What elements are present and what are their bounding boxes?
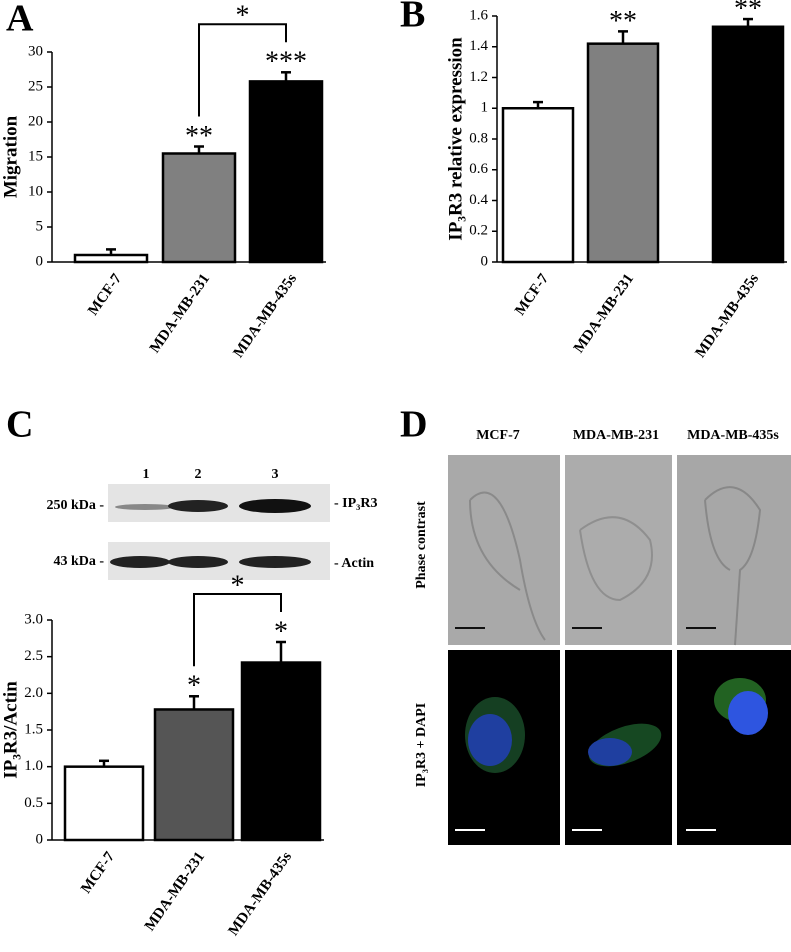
y-tick-label: 0 bbox=[36, 831, 44, 847]
x-tick-label: MDA-MB-231 bbox=[571, 271, 637, 356]
panel-letter: A bbox=[6, 0, 34, 40]
blot-band bbox=[115, 504, 175, 510]
panel-letter: B bbox=[400, 0, 425, 36]
y-tick-label: 0.2 bbox=[469, 223, 488, 239]
y-axis-label: Migration bbox=[0, 115, 21, 198]
column-label: MDA-MB-231 bbox=[573, 428, 659, 443]
lane-label: 3 bbox=[272, 467, 279, 482]
bar bbox=[711, 25, 785, 264]
bar bbox=[501, 107, 575, 264]
x-tick-label: MCF-7 bbox=[512, 271, 552, 319]
y-tick-label: 0 bbox=[481, 253, 489, 269]
y-tick-label: 30 bbox=[28, 43, 43, 59]
y-tick-label: 25 bbox=[28, 78, 43, 94]
bar bbox=[240, 661, 322, 842]
significance: ** bbox=[734, 0, 762, 24]
microscopy-panel: D MCF-7 MDA-MB-231 MDA-MB-435s Phase con… bbox=[400, 404, 791, 845]
y-tick-label: 0.8 bbox=[469, 130, 488, 146]
column-label: MDA-MB-435s bbox=[687, 428, 779, 443]
lane-label: 2 bbox=[195, 467, 202, 482]
significance: * bbox=[187, 671, 201, 702]
significance: ** bbox=[609, 6, 637, 37]
y-tick-label: 5 bbox=[36, 218, 44, 234]
blot-band bbox=[168, 556, 228, 568]
blot-band bbox=[110, 556, 170, 568]
bracket-label: * bbox=[236, 1, 250, 32]
blot-band bbox=[168, 500, 228, 512]
x-tick-label: MDA-MB-435s bbox=[226, 849, 296, 939]
y-axis-label: IP₃R3/Actin bbox=[0, 681, 21, 779]
y-tick-label: 0.5 bbox=[24, 795, 43, 811]
x-tick-label: MDA-MB-435s bbox=[231, 271, 301, 361]
y-tick-label: 1.0 bbox=[24, 758, 43, 774]
x-tick-label: MCF-7 bbox=[85, 271, 125, 319]
blot-protein: - IP₃R3 bbox=[334, 496, 377, 511]
bar bbox=[586, 42, 660, 264]
bar bbox=[73, 253, 149, 264]
significance-bracket bbox=[198, 23, 287, 117]
blot-size: 43 kDa - bbox=[53, 554, 104, 569]
y-axis-label: IP₃R3 relative expression bbox=[445, 37, 466, 241]
cell-outline bbox=[704, 486, 762, 646]
y-tick-label: 2.5 bbox=[24, 648, 43, 664]
row-label: IP₃R3 + DAPI bbox=[414, 703, 429, 788]
y-tick-label: 10 bbox=[28, 183, 43, 199]
y-tick-label: 0.4 bbox=[469, 192, 488, 208]
lane-label: 1 bbox=[143, 467, 150, 482]
blot-size: 250 kDa - bbox=[46, 498, 104, 513]
significance: ** bbox=[185, 121, 213, 152]
blot-protein: - Actin bbox=[334, 556, 374, 571]
bar bbox=[63, 765, 145, 842]
blot-band bbox=[239, 556, 311, 568]
bracket-label: * bbox=[231, 570, 245, 601]
bar bbox=[161, 152, 237, 264]
x-tick-label: MCF-7 bbox=[78, 849, 118, 897]
phase-image bbox=[448, 455, 560, 645]
x-tick-label: MDA-MB-231 bbox=[147, 271, 213, 356]
significance: *** bbox=[265, 47, 307, 78]
y-tick-label: 15 bbox=[28, 148, 43, 164]
y-tick-label: 1.6 bbox=[469, 7, 488, 23]
y-tick-label: 1 bbox=[481, 100, 489, 116]
nucleus bbox=[468, 714, 512, 766]
bar bbox=[153, 708, 235, 842]
y-tick-label: 1.2 bbox=[469, 69, 488, 85]
significance-bracket bbox=[193, 593, 282, 667]
row-label: Phase contrast bbox=[414, 501, 429, 589]
y-tick-label: 0.6 bbox=[469, 161, 488, 177]
panel-letter: C bbox=[6, 404, 33, 446]
x-tick-label: MDA-MB-231 bbox=[142, 849, 208, 934]
phase-image bbox=[677, 455, 791, 645]
column-label: MCF-7 bbox=[476, 428, 520, 443]
phase-image bbox=[565, 455, 672, 645]
blot-band bbox=[239, 499, 311, 513]
nucleus bbox=[728, 691, 768, 735]
cell-outline bbox=[469, 491, 546, 641]
y-tick-label: 3.0 bbox=[24, 611, 43, 627]
y-tick-label: 2.0 bbox=[24, 685, 43, 701]
significance: * bbox=[274, 616, 288, 647]
cell-outline bbox=[579, 516, 653, 602]
x-tick-label: MDA-MB-435s bbox=[693, 271, 763, 361]
panel-letter: D bbox=[400, 404, 427, 446]
y-tick-label: 0 bbox=[36, 253, 44, 269]
y-tick-label: 20 bbox=[28, 113, 43, 129]
bar bbox=[248, 80, 324, 264]
y-tick-label: 1.4 bbox=[469, 38, 488, 54]
y-tick-label: 1.5 bbox=[24, 721, 43, 737]
nucleus bbox=[588, 738, 632, 766]
western-blot: 1 2 3 250 kDa - - IP₃R3 43 kDa - - Actin bbox=[46, 467, 377, 580]
